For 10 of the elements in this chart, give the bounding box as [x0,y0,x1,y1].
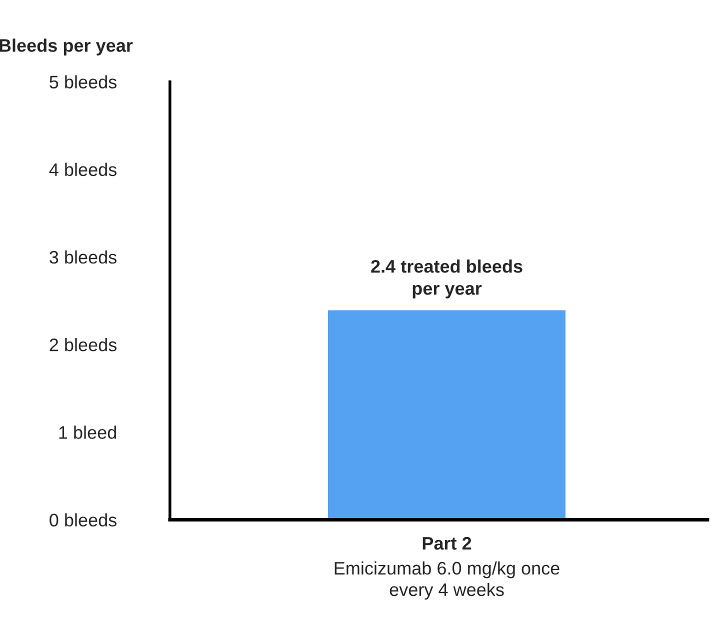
x-axis-title: Emicizumab 6.0 mg/kg once every 4 weeks [334,561,560,600]
y-tick-label: 1 bleed [59,426,116,439]
y-tick-label: 2 bleeds [50,338,117,352]
data-label: 2.4 treated bleeds per year [371,260,522,298]
y-tick-label: 4 bleeds [49,162,117,176]
y-axis-title: Bleeds per year [0,38,133,56]
x-tick-label: Part 2 [422,536,472,550]
y-tick-label: 0 bleeds [50,513,117,527]
y-tick-label: 5 bleeds [50,75,117,88]
y-tick-label: 3 bleeds [50,250,117,264]
